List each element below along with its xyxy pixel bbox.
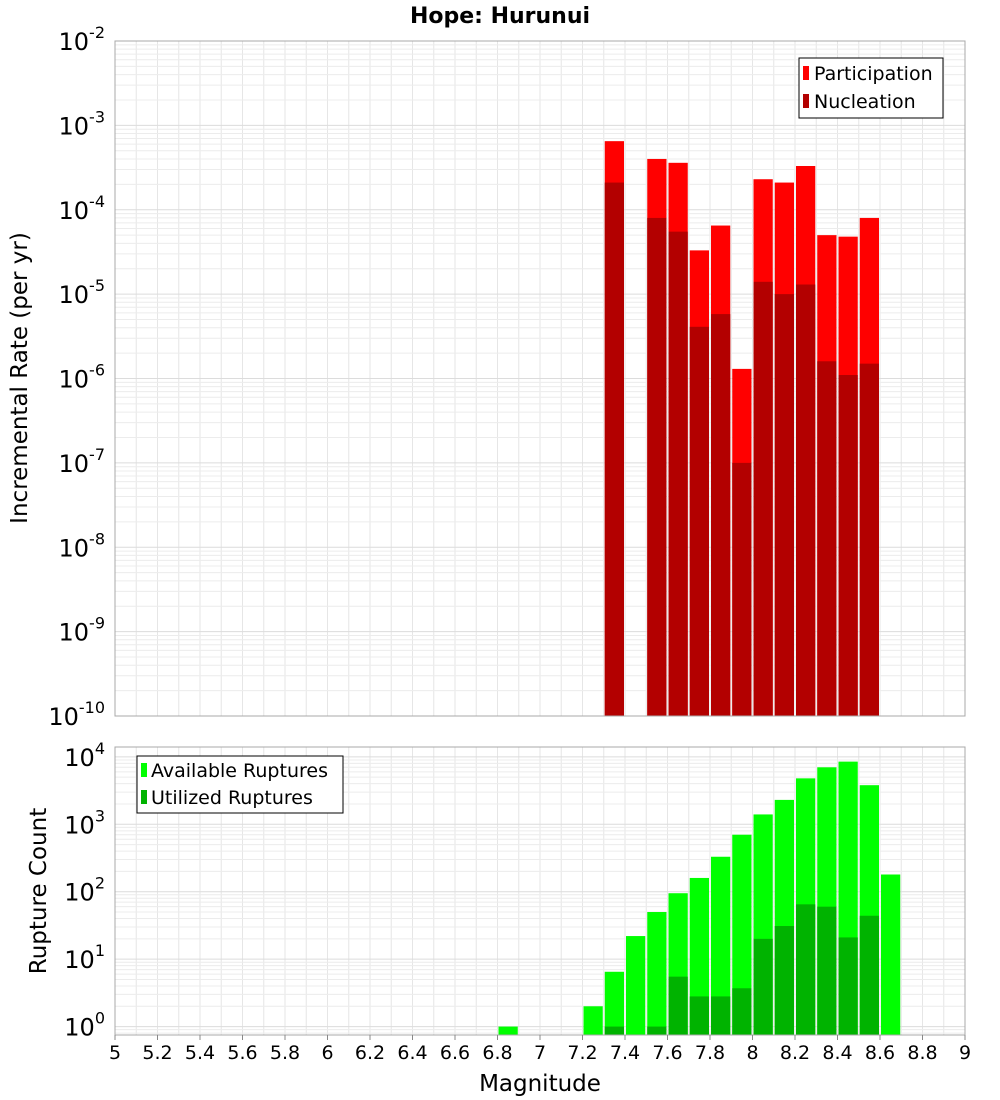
top-gridlines [114,40,966,717]
bottom-bar-utilized-ruptures [753,938,773,1035]
top-legend-box [798,57,944,119]
x-tick-label: 7.6 [652,1042,682,1064]
bottom-bar-utilized-ruptures [604,1026,624,1035]
x-tick-labels: 5 5.2 5.4 5.6 5.8 6 6.2 6.4 6.6 6.8 7 7.2 7.4 7.6 7.8 8… [109,1035,971,1064]
legend-label-utilized: Utilized Ruptures [151,787,313,809]
bottom-bars [498,761,901,1035]
top-bar-nucleation [732,462,752,716]
legend-label-nucleation: Nucleation [814,91,916,113]
bottom-bar-utilized-ruptures [732,988,752,1035]
bottom-bar-utilized-ruptures [668,976,688,1035]
bottom-bar-available-ruptures [711,856,731,1035]
bottom-bar-available-ruptures [626,936,646,1035]
top-bar-nucleation [753,281,773,716]
top-bars [604,141,879,717]
x-tick-label: 8.6 [865,1042,895,1064]
x-tick-label: 6.2 [355,1042,385,1064]
x-tick-label: 6.4 [397,1042,427,1064]
bottom-bar-utilized-ruptures [711,996,731,1035]
x-axis-title: Magnitude [479,1071,601,1097]
bottom-y-tick-label: 100 [64,1009,105,1042]
top-y-tick-label: 10-8 [59,529,106,562]
bottom-legend: Available Ruptures Utilized Ruptures [136,755,344,814]
x-tick-label: 8.4 [822,1042,852,1064]
top-plot-frame [114,40,966,717]
x-tick-label: 7.8 [695,1042,725,1064]
top-y-tick-label: 10-6 [59,361,106,394]
top-bar-nucleation [838,375,858,716]
bottom-bar-available-ruptures [732,834,752,1035]
top-bar-nucleation [859,363,879,716]
x-tick-label: 9 [959,1042,971,1064]
x-tick-label: 7.4 [610,1042,640,1064]
bottom-bar-utilized-ruptures [817,906,837,1035]
bottom-y-tick-label: 104 [64,739,105,772]
x-tick-label: 7 [534,1042,546,1064]
legend-swatch-participation [803,66,809,80]
top-y-tick-label: 10-3 [59,107,106,140]
bottom-bar-available-ruptures [647,912,667,1035]
bottom-bar-utilized-ruptures [838,937,858,1035]
legend-label-participation: Participation [814,63,933,85]
legend-swatch-utilized [141,790,147,804]
bottom-bar-utilized-ruptures [859,915,879,1035]
x-tick-label: 8.8 [907,1042,937,1064]
bottom-y-axis-title: Rupture Count [26,808,52,974]
bottom-bar-available-ruptures [881,874,901,1035]
bottom-bar-utilized-ruptures [774,926,794,1035]
x-tick-label: 6.8 [482,1042,512,1064]
top-bar-nucleation [647,217,667,716]
bottom-y-tick-label: 102 [64,874,105,907]
bottom-bar-available-ruptures [604,971,624,1035]
top-bar-nucleation [774,294,794,716]
top-bar-nucleation [796,284,816,716]
bottom-bar-available-ruptures [689,877,709,1035]
bottom-legend-box [136,755,344,814]
bottom-y-tick-label: 101 [64,941,105,974]
legend-swatch-nucleation [803,94,809,108]
bottom-y-tick-labels: 100 101 102 103 104 [64,739,105,1042]
top-y-tick-label: 10-5 [59,276,106,309]
top-y-tick-labels: 10-10 10-9 10-8 10-7 10-6 10-5 10-4 10-3 10-2 [48,23,105,731]
top-y-tick-label: 10-2 [59,23,106,56]
x-tick-label: 6 [321,1042,333,1064]
top-bar-nucleation [668,231,688,716]
bottom-bar-available-ruptures [583,1006,603,1035]
x-tick-label: 5 [109,1042,121,1064]
x-tick-label: 7.2 [567,1042,597,1064]
bottom-bar-utilized-ruptures [647,1026,667,1035]
top-bar-nucleation [817,361,837,716]
x-tick-label: 5.2 [142,1042,172,1064]
bottom-bar-utilized-ruptures [689,996,709,1035]
top-bar-nucleation [711,314,731,716]
x-tick-label: 8 [746,1042,758,1064]
top-y-tick-label: 10-7 [59,445,106,478]
x-tick-label: 5.8 [270,1042,300,1064]
top-bar-nucleation [689,326,709,716]
top-y-tick-label: 10-9 [59,614,106,647]
bottom-y-tick-label: 103 [64,806,105,839]
x-tick-label: 6.6 [440,1042,470,1064]
top-y-tick-label: 10-4 [59,192,106,225]
legend-swatch-available [141,763,147,777]
x-tick-label: 5.6 [227,1042,257,1064]
top-bar-nucleation [604,182,624,716]
top-y-axis-title: Incremental Rate (per yr) [7,232,33,524]
legend-label-available: Available Ruptures [151,760,328,782]
x-tick-label: 5.4 [185,1042,215,1064]
top-y-tick-label: 10-10 [48,698,105,731]
x-tick-label: 8.2 [780,1042,810,1064]
top-legend: Participation Nucleation [798,57,944,119]
bottom-bar-available-ruptures [498,1026,518,1035]
chart-title: Hope: Hurunui [410,4,590,29]
bottom-bar-utilized-ruptures [796,904,816,1035]
